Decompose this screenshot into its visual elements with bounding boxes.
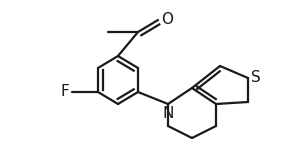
Text: S: S <box>251 70 261 86</box>
Text: F: F <box>60 85 69 99</box>
Text: O: O <box>161 12 173 28</box>
Text: N: N <box>162 106 174 121</box>
